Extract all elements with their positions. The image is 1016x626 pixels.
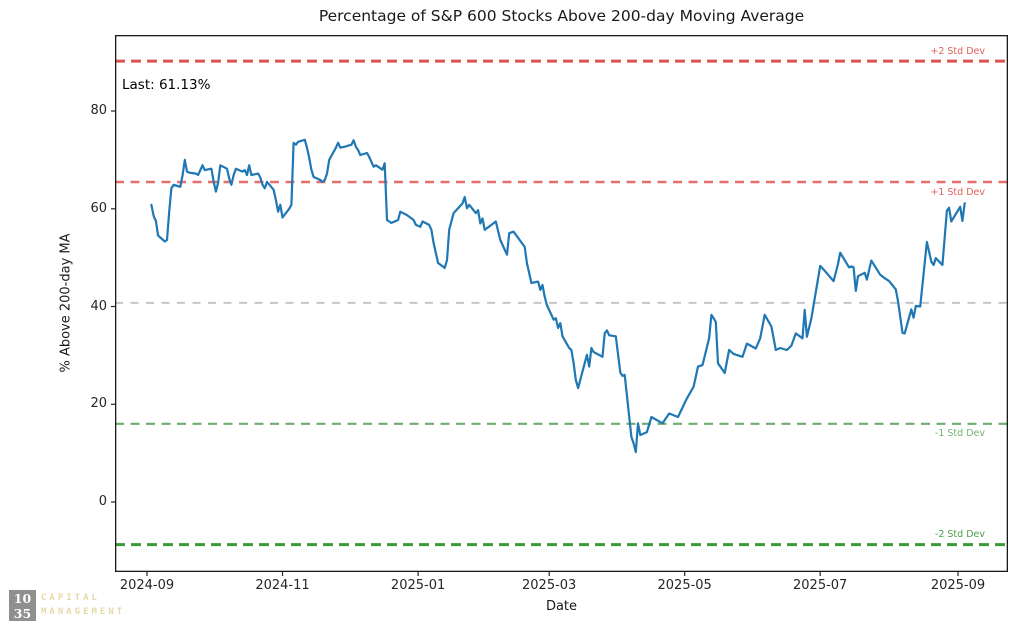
x-tick-label: 2025-01 (390, 578, 446, 593)
last-value-annotation: Last: 61.13% (122, 77, 211, 93)
y-tick-label: 20 (90, 396, 107, 412)
y-tick-label: 60 (90, 200, 107, 216)
logo-box: 10 35 (9, 590, 36, 621)
y-tick-label: 0 (98, 494, 107, 509)
minus1-stddev-label: -1 Std Dev (934, 428, 985, 440)
series-line (150, 138, 966, 454)
logo-number-top: 10 (13, 591, 32, 606)
std-dev-reference-lines (115, 59, 1008, 547)
plot-border (115, 35, 1009, 573)
x-tick-label: 2024-09 (119, 578, 175, 593)
x-tick-label: 2025-03 (522, 578, 577, 593)
y-tick-label: 80 (90, 103, 107, 118)
logo-word-capital: CAPITAL (41, 593, 100, 603)
x-tick-label: 2025-07 (793, 578, 848, 593)
y-tick-label: 40 (90, 298, 107, 314)
y-axis-label: % Above 200-day MA (58, 233, 74, 373)
chart-title: Percentage of S&P 600 Stocks Above 200-d… (318, 7, 805, 25)
logo-number-bottom: 35 (13, 606, 32, 621)
x-tick-label: 2025-09 (930, 578, 986, 593)
logo-word-management: MANAGEMENT (41, 607, 126, 617)
x-tick-label: 2024-11 (255, 578, 310, 593)
plus1-stddev-label: +1 Std Dev (930, 186, 985, 198)
axis-tick-marks (111, 110, 959, 576)
x-axis-label: Date (545, 599, 578, 614)
plus2-stddev-label: +2 Std Dev (930, 45, 985, 57)
minus2-stddev-label: -2 Std Dev (934, 529, 985, 541)
x-tick-label: 2025-05 (657, 578, 712, 593)
